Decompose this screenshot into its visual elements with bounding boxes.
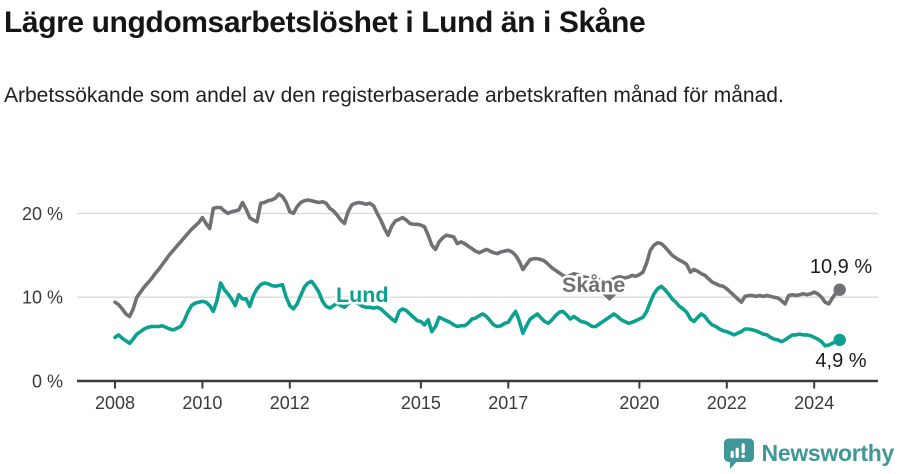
x-label-2015: 2015 [401, 393, 441, 413]
x-label-2024: 2024 [794, 393, 834, 413]
newsworthy-logo: Newsworthy [723, 437, 894, 470]
y-tick-10: 10 % [22, 288, 63, 308]
y-tick-0: 0 % [32, 371, 63, 391]
lund-line [113, 279, 842, 348]
y-tick-20: 20 % [22, 204, 63, 224]
skane-series-label: Skåne [562, 273, 625, 297]
x-label-2022: 2022 [707, 393, 747, 413]
page-subtitle: Arbetssökande som andel av den registerb… [4, 84, 784, 107]
skane-label-pointer-icon [602, 294, 617, 301]
x-label-2017: 2017 [488, 393, 528, 413]
skane-line [113, 192, 842, 319]
x-label-2020: 2020 [619, 393, 659, 413]
lund-end-dot [833, 333, 846, 347]
skane-end-value-label: 10,9 % [810, 256, 872, 278]
x-label-2010: 2010 [182, 393, 222, 413]
newsworthy-brand-text: Newsworthy [761, 440, 895, 466]
skane-end-dot [833, 283, 846, 296]
lund-series-label: Lund [336, 283, 389, 307]
page-title: Lägre ungdomsarbetslöshet i Lund än i Sk… [4, 6, 646, 39]
x-label-2008: 2008 [95, 393, 135, 413]
newsworthy-chart-bubble-icon [723, 438, 754, 469]
lund-end-value-label: 4,9 % [815, 350, 866, 372]
x-label-2012: 2012 [270, 393, 310, 413]
